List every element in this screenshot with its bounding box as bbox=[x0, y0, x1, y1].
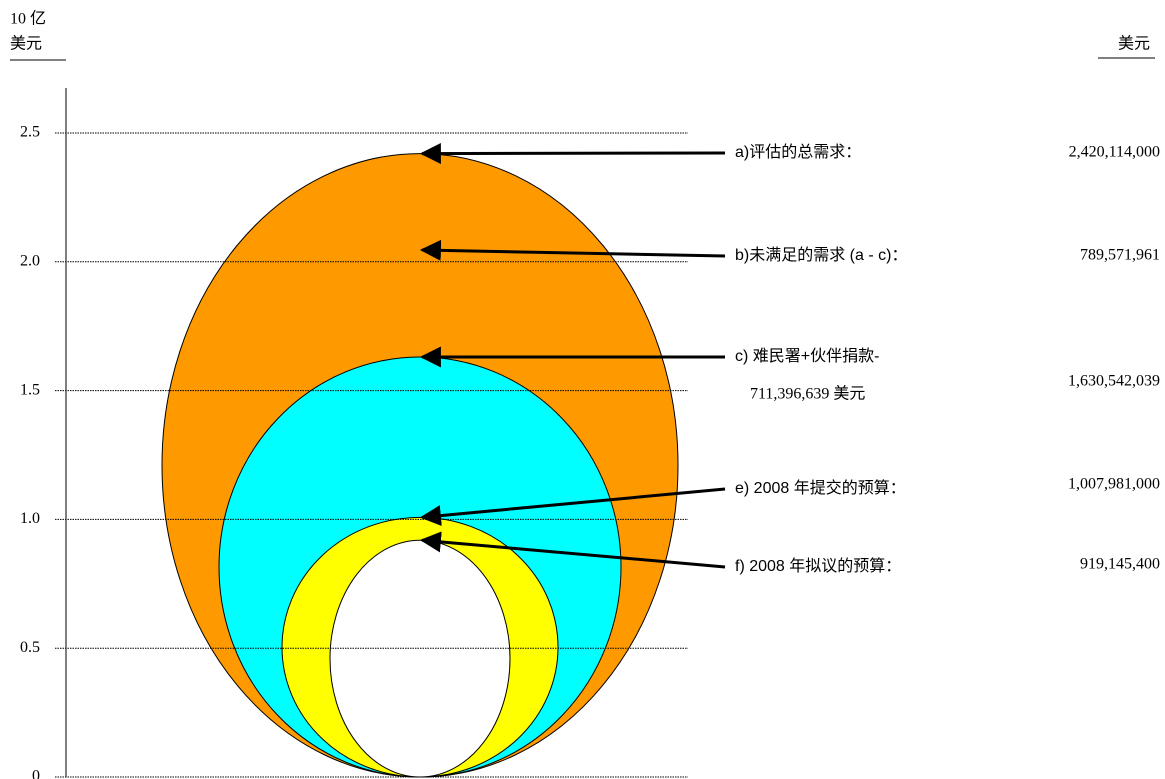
amount-column-label: 美元 bbox=[1118, 35, 1150, 53]
ellipse bbox=[329, 539, 511, 778]
arrow bbox=[419, 531, 726, 569]
y-axis-label: 美元 bbox=[10, 35, 42, 53]
y-tick-label: 1.5 bbox=[20, 381, 40, 398]
y-tick-label: 0 bbox=[32, 768, 40, 779]
arrow bbox=[419, 487, 726, 527]
arrow bbox=[419, 143, 726, 165]
y-tick-label: 0.5 bbox=[20, 639, 40, 656]
y-tick-label: 1.0 bbox=[20, 510, 40, 527]
label: b)未满足的需求 (a - c)： bbox=[735, 246, 907, 264]
label: c) 难民署+伙伴捐款- bbox=[735, 347, 879, 365]
amount: 1,007,981,000 bbox=[1068, 476, 1160, 493]
label: f) 2008 年拟议的预算： bbox=[735, 556, 901, 575]
amount: 1,630,542,039 bbox=[1068, 373, 1160, 390]
y-tick-label: 2.0 bbox=[20, 252, 40, 269]
label: a)评估的总需求： bbox=[735, 143, 861, 161]
arrow bbox=[419, 239, 726, 261]
y-axis-unit: 10 亿 bbox=[10, 10, 46, 28]
amount: 919,145,400 bbox=[1080, 556, 1160, 573]
label: 711,396,639 美元 bbox=[750, 385, 865, 403]
amount: 789,571,961 bbox=[1080, 247, 1160, 264]
y-tick-label: 2.5 bbox=[20, 124, 40, 141]
label: e) 2008 年提交的预算： bbox=[735, 478, 906, 497]
amount: 2,420,114,000 bbox=[1069, 144, 1160, 161]
